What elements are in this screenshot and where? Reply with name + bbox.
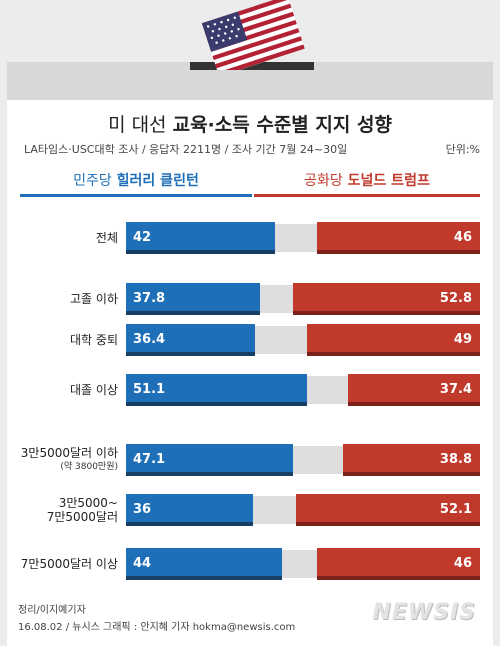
bar-rep [342, 444, 480, 476]
value-label-dem: 51.1 [133, 382, 166, 397]
bar-dem [126, 548, 282, 580]
legend-rep-party: 공화당 [304, 173, 343, 189]
bar-dem [126, 374, 307, 406]
value-label-dem: 36.4 [133, 332, 166, 347]
category-label: 3만5000달러 이하 (약 3800만원) [3, 446, 118, 474]
ballot-slot [190, 62, 314, 70]
newsis-logo: NEWSIS [372, 600, 476, 625]
bar-rep [347, 374, 480, 406]
chart-subtitle: LA타임스·USC대학 조사 / 응답자 2211명 / 조사 기간 7월 24… [24, 143, 348, 156]
value-label-rep: 49 [453, 332, 472, 347]
value-label-rep: 46 [453, 556, 472, 571]
bar-rep [317, 222, 480, 254]
legend-rep: 공화당 도널드 트럼프 [254, 170, 480, 197]
legend-rep-candidate: 도널드 트럼프 [347, 173, 430, 189]
category-note: (약 3800만원) [60, 462, 118, 472]
title-main: 교육·소득 수준별 지지 성향 [172, 114, 392, 136]
us-flag-icon [201, 0, 305, 70]
value-label-dem: 36 [133, 502, 152, 517]
bar-rep [317, 548, 480, 580]
unit-label: 단위:% [445, 143, 480, 156]
chart-title: 미 대선 교육·소득 수준별 지지 성향 [0, 110, 500, 137]
value-label-rep: 38.8 [439, 452, 472, 467]
value-label-dem: 47.1 [133, 452, 166, 467]
value-label-dem: 44 [133, 556, 152, 571]
legend-dem: 민주당 힐러리 클린턴 [20, 170, 252, 197]
category-label: 고졸 이하 [70, 292, 118, 306]
category-label: 3만5000~ 7만5000달러 [46, 496, 118, 524]
bar-dem [126, 324, 255, 356]
value-label-rep: 37.4 [439, 382, 472, 397]
footer-source: 16.08.02 / 뉴시스 그래픽 : 안지혜 기자 hokma@newsis… [18, 622, 296, 633]
footer-credit: 정리/이지예기자 [18, 605, 86, 616]
bar-dem [126, 222, 275, 254]
bar-dem [126, 283, 260, 315]
category-label: 7만5000달러 이상 [20, 557, 118, 571]
bar-rep [306, 324, 480, 356]
legend-dem-candidate: 힐러리 클린턴 [116, 173, 199, 189]
value-label-rep: 52.1 [439, 502, 472, 517]
value-label-rep: 52.8 [439, 291, 472, 306]
bar-dem [126, 494, 254, 526]
bar-dem [126, 444, 293, 476]
title-prefix: 미 대선 [108, 114, 173, 136]
bar-rep [295, 494, 480, 526]
value-label-rep: 46 [453, 230, 472, 245]
category-label: 대졸 이상 [70, 383, 118, 397]
value-label-dem: 42 [133, 230, 152, 245]
bar-rep [293, 283, 480, 315]
value-label-dem: 37.8 [133, 291, 166, 306]
category-label: 전체 [95, 231, 118, 245]
category-label: 대학 중퇴 [70, 333, 118, 347]
legend-dem-party: 민주당 [73, 173, 112, 189]
